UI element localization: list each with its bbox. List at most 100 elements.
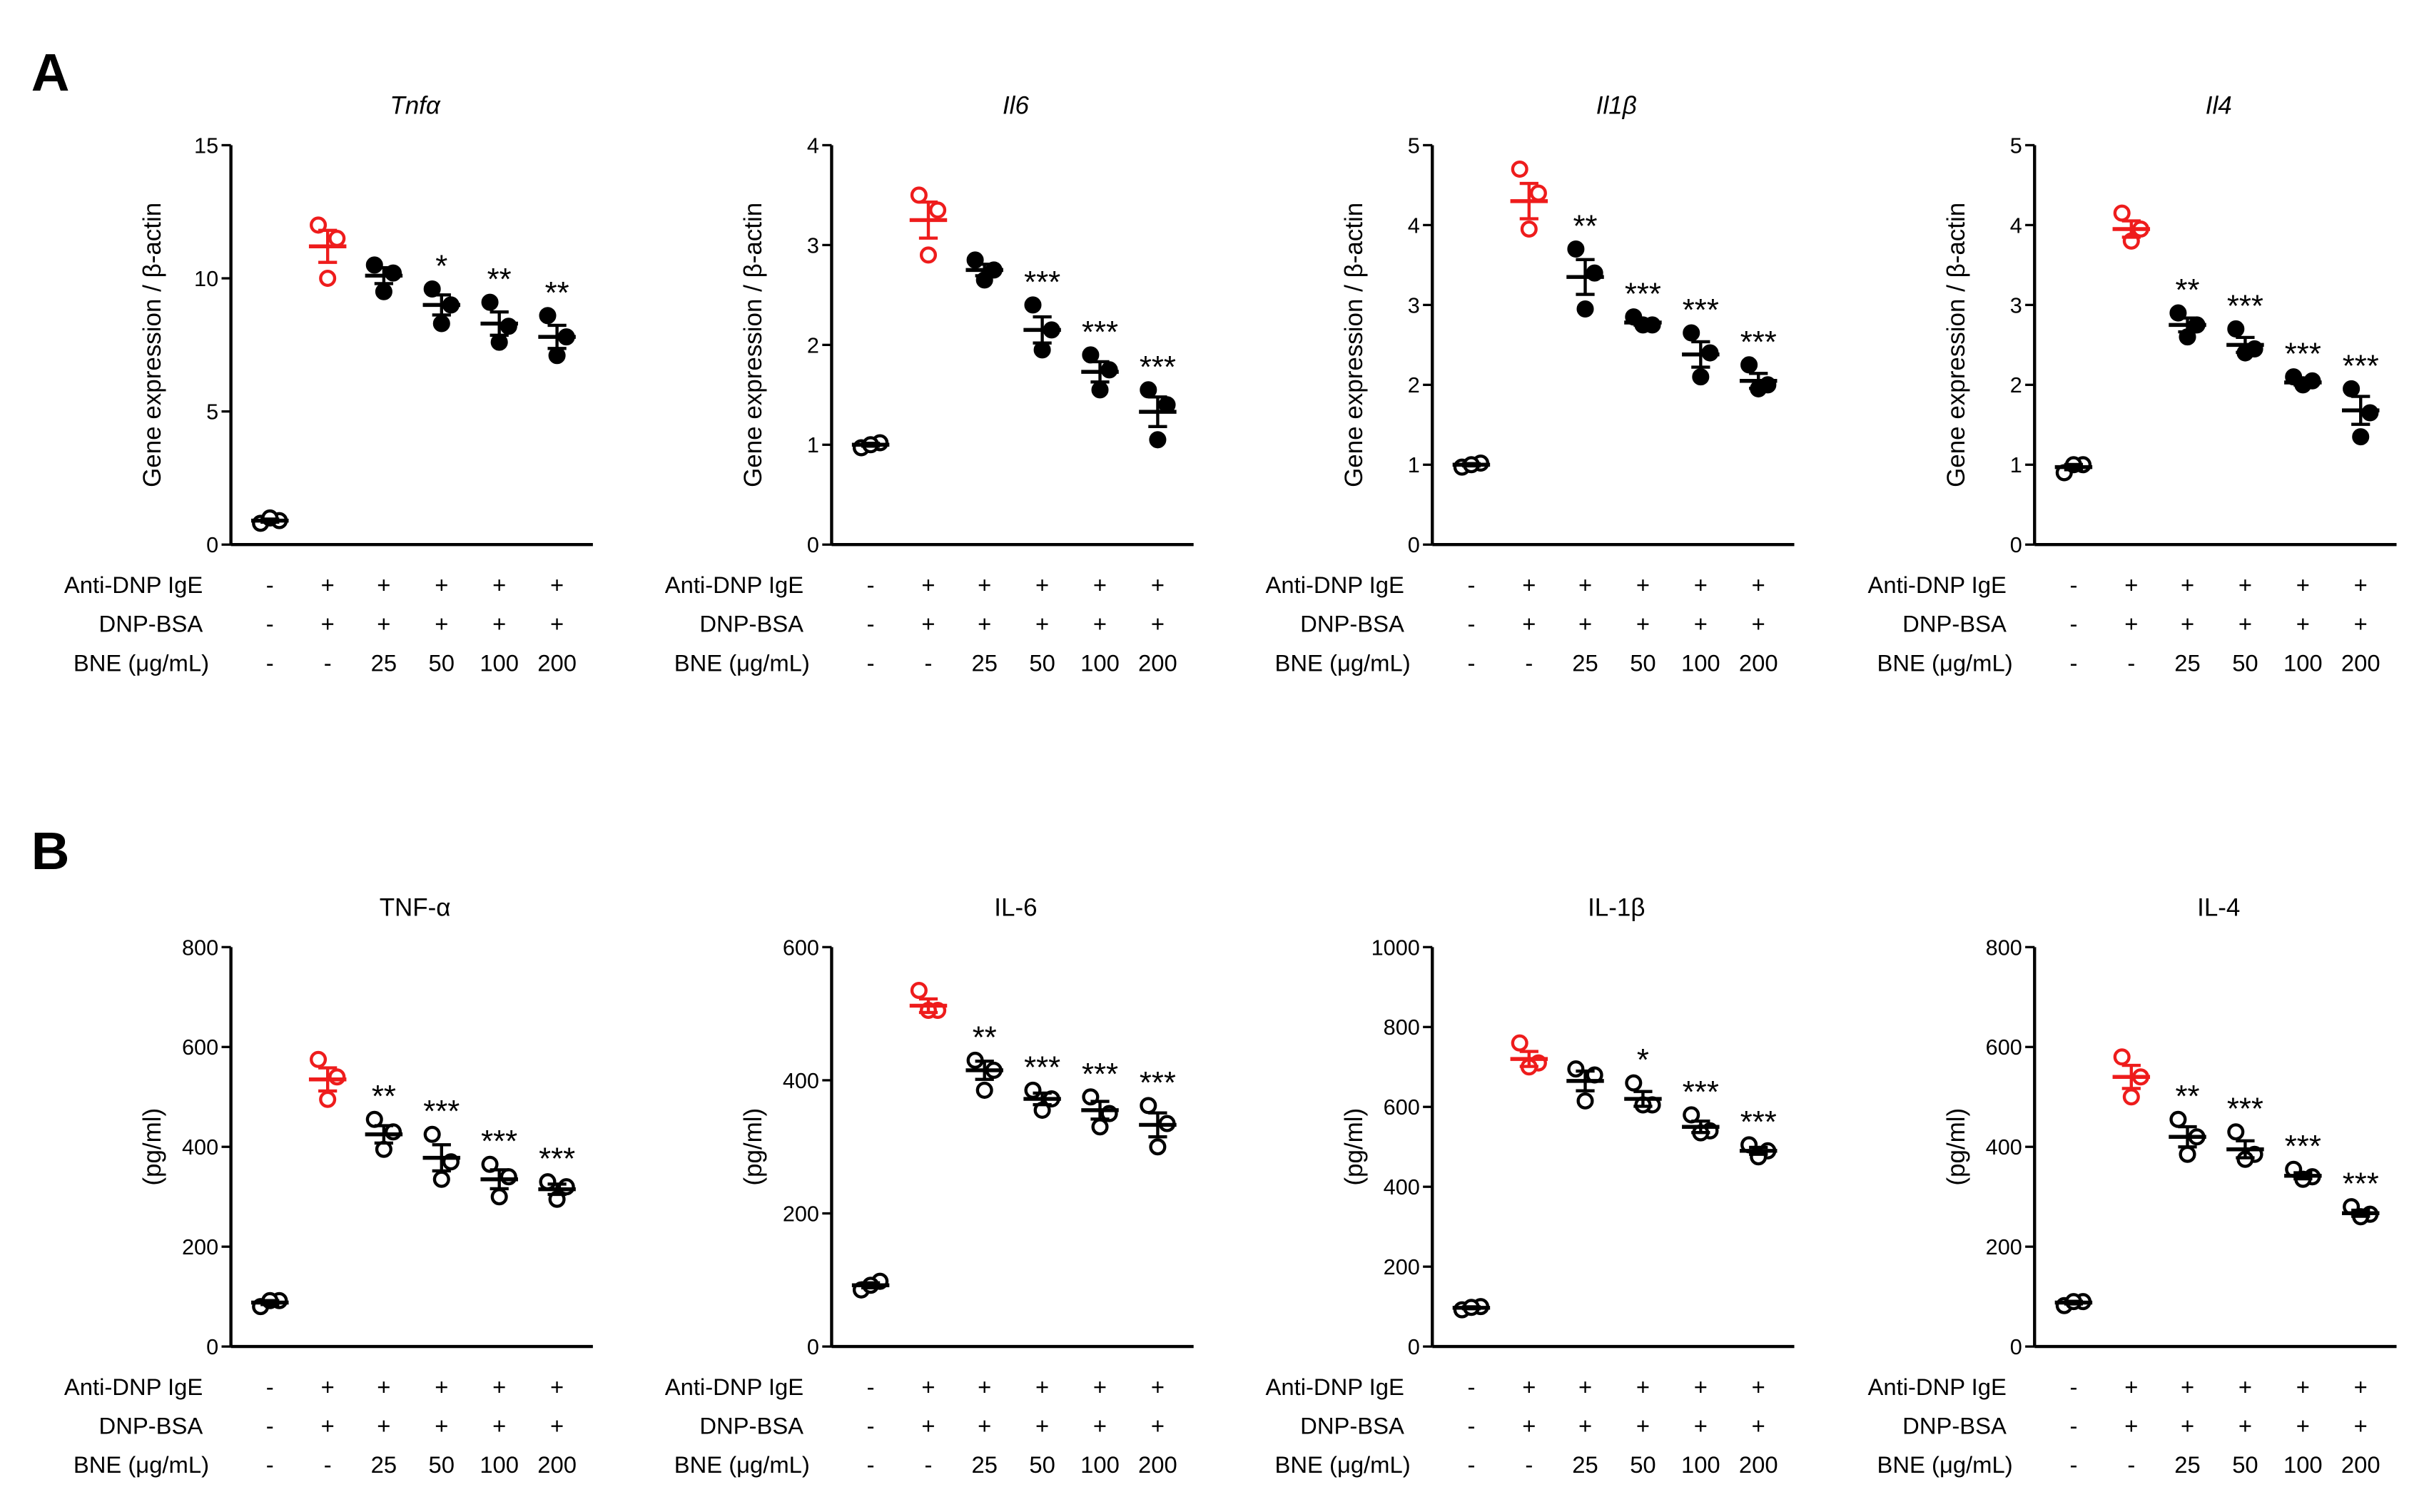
condition-value: + [2181,1413,2194,1439]
condition-value: + [1578,572,1592,598]
group-3: *** [422,1094,461,1188]
significance-label: ** [1573,209,1598,244]
condition-value: + [2354,611,2368,637]
y-tick-label: 600 [783,935,819,960]
condition-value: - [1525,1451,1533,1478]
group-1 [308,216,347,288]
y-tick-label: 5 [1408,133,1420,158]
condition-value: - [2069,649,2077,676]
condition-value: + [2296,572,2310,598]
significance-label: *** [1140,350,1176,385]
condition-value: 200 [1138,649,1177,676]
group-5: *** [1139,1065,1177,1156]
condition-value: + [1151,1413,1165,1439]
y-axis-label: (pg/ml) [138,1108,166,1186]
condition-row-label: BNE (μg/mL) [73,1451,209,1478]
group-4: *** [2284,337,2322,394]
condition-value: - [324,649,332,676]
group-4: *** [1081,315,1119,399]
data-point [2179,1145,2196,1163]
data-point [1740,356,1758,374]
significance-label: *** [1625,277,1661,312]
condition-value: + [1636,572,1650,598]
y-tick-label: 800 [1986,935,2022,960]
condition-value: - [266,572,274,598]
significance-label: *** [423,1094,460,1129]
condition-value: 100 [1681,1451,1720,1478]
group-5: *** [1739,1105,1778,1166]
group-4: ** [480,262,518,351]
condition-value: 50 [1630,1451,1655,1478]
data-point [1149,1138,1167,1156]
data-point [328,1068,346,1086]
data-point [1033,341,1051,359]
condition-value: + [1578,1374,1592,1400]
data-point [929,201,947,219]
group-2 [965,251,1003,289]
group-4: *** [1682,1075,1720,1142]
condition-value: + [550,572,564,598]
condition-row-label: DNP-BSA [699,1413,803,1439]
condition-value: + [492,1374,506,1400]
group-0 [851,434,890,457]
condition-value: 50 [429,649,455,676]
group-5: *** [1739,325,1778,397]
condition-value: - [2069,1413,2077,1439]
condition-value: - [266,1451,274,1478]
data-point [2122,1088,2140,1106]
condition-value: + [2296,1374,2310,1400]
condition-value: + [2238,572,2252,598]
y-tick-label: 15 [194,133,218,158]
condition-value: + [1636,611,1650,637]
condition-value: + [1752,1413,1765,1439]
data-point [2227,1123,2245,1141]
data-point [1692,368,1710,386]
condition-value: 200 [1739,1451,1778,1478]
group-5: *** [538,1142,576,1208]
condition-value: 25 [2174,1451,2200,1478]
significance-label: *** [2343,1167,2379,1202]
condition-value: 25 [971,649,997,676]
condition-value: + [2124,1413,2138,1439]
chart-title: Il6 [1003,92,1029,120]
y-tick-label: 600 [1986,1035,2022,1060]
condition-value: - [867,1451,875,1478]
y-tick-label: 4 [807,133,819,158]
condition-value: + [2238,1413,2252,1439]
y-axis-label: Gene expression / β-actin [138,203,166,487]
condition-value: + [377,611,390,637]
y-tick-label: 400 [182,1135,218,1160]
condition-value: + [1752,611,1765,637]
condition-value: + [1752,1374,1765,1400]
data-point [1567,240,1585,258]
y-tick-label: 5 [2010,133,2022,158]
data-point [548,347,566,365]
chart-title: IL-4 [2197,894,2240,922]
significance-label: *** [1740,1105,1777,1140]
significance-label: * [1637,1042,1649,1077]
group-2: ** [965,1020,1003,1099]
condition-value: 100 [480,1451,519,1478]
data-point [1529,184,1547,202]
y-tick-label: 1 [807,433,819,457]
condition-value: + [2124,611,2138,637]
condition-value: - [1467,611,1475,637]
group-2: ** [2169,1079,2206,1163]
condition-row-label: Anti-DNP IgE [665,1374,803,1400]
y-tick-label: 800 [1384,1015,1420,1040]
panel-letter-b: B [31,821,70,881]
condition-value: 200 [2341,1451,2380,1478]
condition-value: + [2181,1374,2194,1400]
y-axis-label: (pg/ml) [739,1108,767,1186]
group-5: *** [2341,1167,2380,1226]
significance-label: * [435,248,447,283]
condition-value: - [2127,649,2135,676]
condition-value: + [492,611,506,637]
data-point [539,307,557,325]
panel-letter-a: A [31,43,70,102]
y-tick-label: 2 [1408,373,1420,397]
group-4: *** [480,1124,518,1206]
condition-value: + [1151,1374,1165,1400]
